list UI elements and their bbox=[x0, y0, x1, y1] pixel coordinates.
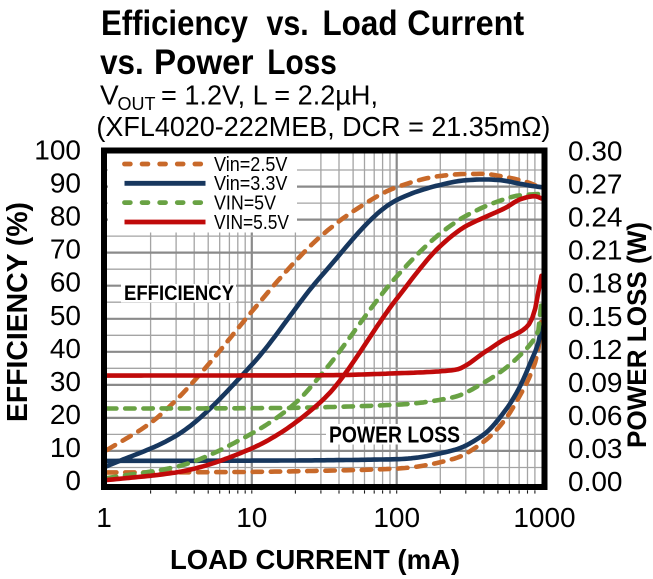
svg-text:0.18: 0.18 bbox=[568, 268, 623, 299]
svg-text:20: 20 bbox=[50, 399, 81, 430]
svg-text:90: 90 bbox=[50, 168, 81, 199]
svg-text:0.27: 0.27 bbox=[568, 169, 623, 200]
svg-text:Power: Power bbox=[154, 43, 254, 82]
svg-text:VIN=5.5V: VIN=5.5V bbox=[214, 212, 290, 234]
svg-text:V: V bbox=[100, 80, 119, 111]
svg-text:40: 40 bbox=[50, 333, 81, 364]
svg-text:70: 70 bbox=[50, 234, 81, 265]
svg-text:vs.: vs. bbox=[267, 4, 309, 43]
svg-text:0.06: 0.06 bbox=[568, 400, 623, 431]
svg-text:1000: 1000 bbox=[513, 502, 575, 533]
svg-text:EFFICIENCY (%): EFFICIENCY (%) bbox=[2, 202, 34, 422]
svg-text:Vin=2.5V: Vin=2.5V bbox=[214, 154, 288, 176]
svg-text:POWER LOSS (W): POWER LOSS (W) bbox=[622, 222, 652, 448]
svg-text:(XFL4020-222MEB, DCR = 21.35mΩ: (XFL4020-222MEB, DCR = 21.35mΩ) bbox=[96, 111, 550, 142]
svg-text:10: 10 bbox=[50, 432, 81, 463]
svg-text:0.24: 0.24 bbox=[568, 202, 623, 233]
svg-text:0.03: 0.03 bbox=[568, 433, 623, 464]
svg-text:OUT: OUT bbox=[118, 94, 156, 114]
svg-text:80: 80 bbox=[50, 201, 81, 232]
svg-text:50: 50 bbox=[50, 300, 81, 331]
svg-text:1: 1 bbox=[96, 502, 112, 533]
svg-text:Current: Current bbox=[407, 4, 524, 43]
svg-text:0.21: 0.21 bbox=[568, 235, 623, 266]
svg-text:Efficiency: Efficiency bbox=[101, 4, 248, 43]
svg-text:Loss: Loss bbox=[267, 43, 337, 82]
svg-text:0.00: 0.00 bbox=[568, 466, 623, 497]
svg-text:0.09: 0.09 bbox=[568, 367, 623, 398]
svg-text:60: 60 bbox=[50, 267, 81, 298]
svg-text:0: 0 bbox=[65, 465, 81, 496]
svg-text:vs.: vs. bbox=[100, 43, 144, 82]
svg-text:Vin=3.3V: Vin=3.3V bbox=[214, 173, 288, 195]
svg-text:VIN=5V: VIN=5V bbox=[214, 193, 277, 215]
svg-text:0.12: 0.12 bbox=[568, 334, 623, 365]
svg-text:0.30: 0.30 bbox=[568, 136, 623, 167]
svg-text:= 1.2V, L = 2.2µH,: = 1.2V, L = 2.2µH, bbox=[161, 80, 378, 111]
svg-text:30: 30 bbox=[50, 366, 81, 397]
svg-text:EFFICIENCY: EFFICIENCY bbox=[124, 281, 234, 305]
svg-text:100: 100 bbox=[373, 502, 420, 533]
svg-text:100: 100 bbox=[34, 135, 81, 166]
svg-text:10: 10 bbox=[236, 502, 267, 533]
svg-text:Load: Load bbox=[323, 4, 398, 43]
svg-text:0.15: 0.15 bbox=[568, 301, 623, 332]
svg-text:LOAD CURRENT (mA): LOAD CURRENT (mA) bbox=[170, 544, 460, 575]
svg-text:POWER LOSS: POWER LOSS bbox=[329, 422, 460, 448]
